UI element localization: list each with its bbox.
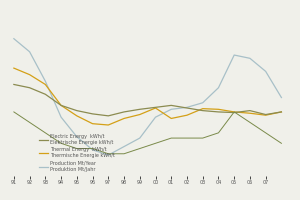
- Legend: Electric Energy  kWh/t
Elektrische Energie kWh/t, Thermal Energy  kWh/t
Thermisc: Electric Energy kWh/t Elektrische Energi…: [37, 132, 117, 174]
